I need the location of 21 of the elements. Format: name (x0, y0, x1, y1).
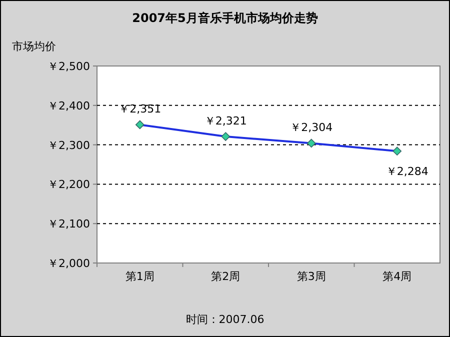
x-tick-label: 第1周 (125, 270, 154, 283)
point (135, 120, 144, 130)
point (221, 132, 230, 141)
x-tick-label: 第4周 (382, 270, 412, 283)
data-label: ￥2,284 (386, 165, 428, 178)
text: 时间：2007.06 (186, 313, 264, 326)
x-tick-label: 第3周 (296, 270, 326, 283)
chart-title: 2007年5月音乐手机市场均价走势 (132, 11, 318, 25)
y-tick-label: ￥2,200 (48, 178, 90, 192)
point (392, 146, 402, 156)
y-axis-title: 市场均价 (12, 40, 56, 53)
y-tick-label: ￥2,000 (48, 257, 90, 270)
y-tick-label: ￥2,400 (48, 99, 90, 112)
point (306, 138, 316, 148)
data-label: ￥2,304 (290, 121, 333, 134)
x-tick-label: 第2周 (211, 270, 240, 283)
y-tick-label: ￥2,500 (48, 60, 90, 73)
y-tick-label: ￥2,100 (48, 218, 90, 231)
y-tick-label: ￥2,300 (48, 138, 90, 152)
data-label: ￥2,351 (118, 102, 162, 116)
data-label: ￥2,321 (204, 114, 247, 128)
